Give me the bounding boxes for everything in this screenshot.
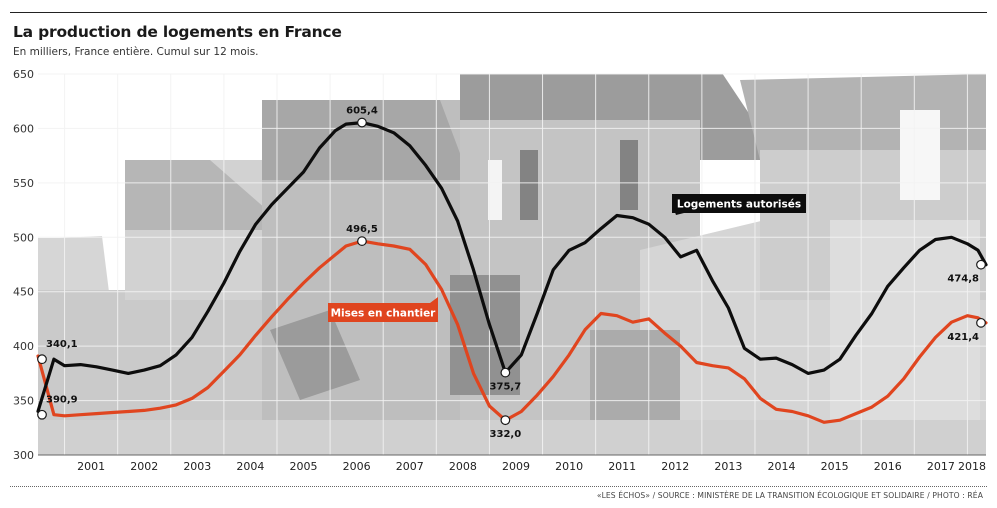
x-tick-label: 2015 (821, 460, 849, 473)
data-point-marker (357, 117, 367, 128)
chart-title: La production de logements en France (13, 23, 342, 41)
x-tick-label: 2007 (396, 460, 424, 473)
y-tick-label: 400 (13, 340, 34, 353)
x-tick-label: 2005 (290, 460, 318, 473)
y-tick-label: 650 (13, 68, 34, 81)
bottom-rule (10, 486, 987, 487)
data-label: 332,0 (490, 429, 522, 440)
source-note: «LES ÉCHOS» / SOURCE : MINISTÈRE DE LA T… (596, 491, 983, 500)
x-tick-label: 2012 (661, 460, 689, 473)
data-label: 375,7 (490, 382, 522, 393)
data-label: 474,8 (947, 274, 979, 285)
x-tick-label: 2016 (874, 460, 902, 473)
background-photo (38, 74, 986, 455)
tag-pointer (430, 297, 438, 303)
x-tick-label: 2004 (236, 460, 264, 473)
x-tick-label: 2017 (927, 460, 955, 473)
series-line-mises-en-chantier (36, 239, 988, 424)
y-tick-label: 350 (13, 395, 34, 408)
data-point-marker (500, 367, 511, 378)
tag-box (672, 194, 806, 213)
x-tick-label: 2014 (768, 460, 796, 473)
y-tick-label: 500 (13, 231, 34, 244)
y-tick-label: 300 (13, 449, 34, 462)
y-axis: 300 350 400 450 500 550 600 650 (13, 68, 34, 462)
x-tick-label: 2010 (555, 460, 583, 473)
y-tick-label: 450 (13, 286, 34, 299)
x-tick-label: 2003 (183, 460, 211, 473)
x-tick-label: 2008 (449, 460, 477, 473)
x-tick-label: 2001 (77, 460, 105, 473)
data-label: 390,9 (46, 395, 78, 406)
data-point-marker (37, 409, 47, 420)
tag-box (328, 303, 438, 322)
legend-tag-autorises: Logements autorisés (672, 194, 806, 215)
data-point-marker (976, 317, 986, 328)
tag-label: Mises en chantier (331, 308, 437, 320)
chart-subtitle: En milliers, France entière. Cumul sur 1… (13, 46, 259, 58)
x-tick-label: 2002 (130, 460, 158, 473)
tag-label: Logements autorisés (677, 199, 801, 211)
series-lines (36, 121, 988, 424)
data-point-marker (37, 354, 47, 365)
data-label: 421,4 (947, 332, 979, 343)
data-label: 605,4 (346, 106, 378, 117)
y-tick-label: 600 (13, 122, 34, 135)
series-line-autorises (36, 121, 988, 413)
x-tick-label: 2013 (714, 460, 742, 473)
legend-tags: Logements autorisés Mises en chantier (328, 194, 806, 322)
top-rule (10, 12, 987, 13)
legend-tag-mises-en-chantier: Mises en chantier (328, 297, 438, 322)
data-label: 340,1 (46, 339, 78, 350)
x-tick-label: 2006 (343, 460, 371, 473)
x-axis: 2001 2002 2003 2004 2005 2006 2007 2008 2009 2010… (77, 460, 986, 473)
data-point-marker (976, 259, 986, 270)
data-label: 496,5 (346, 224, 378, 235)
x-tick-label: 2011 (608, 460, 636, 473)
data-point-marker (357, 236, 367, 246)
grid (38, 73, 986, 456)
x-tick-label: 2009 (502, 460, 530, 473)
y-tick-label: 550 (13, 177, 34, 190)
x-tick-label: 2018 (958, 460, 986, 473)
data-point-marker (500, 415, 511, 426)
data-markers: 340,1 605,4 375,7 474,8 390,9 496,5 332,0 421,4 (37, 106, 986, 440)
